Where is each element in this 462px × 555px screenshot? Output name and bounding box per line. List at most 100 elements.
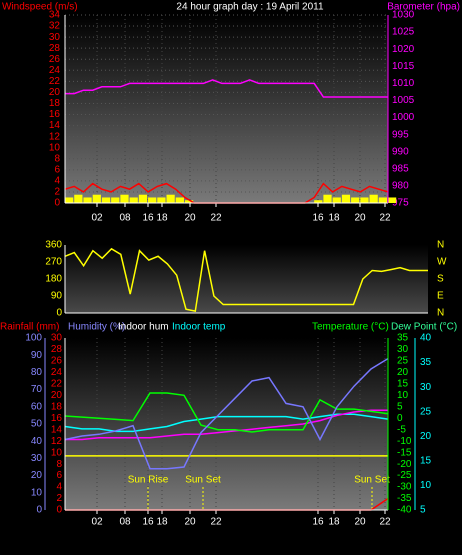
y-tick-label: 26: [51, 356, 63, 367]
y-tick-label: 28: [49, 43, 61, 54]
y-tick-label: 180: [45, 274, 62, 285]
bar: [129, 197, 138, 203]
plot-background: [65, 338, 388, 510]
bar: [74, 194, 83, 203]
x-tick-label: 20: [184, 213, 196, 224]
y-tick-label: -10: [397, 436, 412, 447]
y-tick-label: 0: [56, 505, 62, 516]
bar: [378, 197, 387, 203]
data-line: [64, 392, 389, 433]
y-tick-label: 20: [49, 87, 61, 98]
y-axis-label: Rainfall (mm): [0, 322, 59, 333]
bar: [101, 197, 111, 203]
y-tick-label: 28: [51, 344, 63, 355]
y-tick-label: 20: [51, 390, 63, 401]
annotation: Sun Set: [185, 475, 221, 486]
y-tick-label: 8: [56, 459, 62, 470]
bar: [332, 197, 341, 203]
y-tick-label: 30: [51, 333, 63, 344]
y-tick-label: 22: [49, 76, 61, 87]
y-tick-label: -25: [397, 470, 412, 481]
y-tick-label: 100: [25, 333, 42, 344]
y-tick-label: 35: [420, 357, 432, 368]
y-tick-label: 2: [56, 493, 62, 504]
y2-axis-label: Temperature (°C): [312, 322, 389, 333]
y-tick-label: 25: [397, 356, 409, 367]
compass-label: N: [437, 308, 444, 319]
bar: [323, 194, 332, 203]
y-tick-label: 50: [31, 419, 43, 430]
data-line: [64, 357, 389, 470]
y-tick-label: -15: [397, 447, 412, 458]
y-tick-label: 4: [56, 482, 62, 493]
x-tick-label: 16: [312, 517, 324, 528]
y-tick-label: 80: [31, 367, 43, 378]
y-tick-label: 20: [397, 367, 409, 378]
y-tick-label: -30: [397, 482, 412, 493]
bar: [157, 197, 166, 203]
y-tick-label: 90: [51, 291, 63, 302]
chart-title: 24 hour graph day : 19 April 2011: [176, 2, 324, 13]
x-tick-label: 02: [91, 517, 103, 528]
y-tick-label: 1010: [392, 78, 415, 89]
y-tick-label: 40: [31, 436, 43, 447]
compass-label: S: [437, 274, 444, 285]
bar: [138, 194, 148, 203]
x-tick-label: 20: [184, 517, 196, 528]
y-tick-label: 10: [51, 447, 63, 458]
bar: [369, 194, 378, 203]
x-tick-label: 18: [156, 213, 168, 224]
y2-axis-label: Barometer (hpa): [387, 2, 460, 13]
y-tick-label: 0: [56, 308, 62, 319]
y-tick-label: 30: [420, 382, 432, 393]
y-tick-label: 5: [397, 401, 403, 412]
y-tick-label: 14: [49, 120, 61, 131]
y-tick-label: 4: [54, 176, 60, 187]
y3-axis-label: Dew Point (°C): [391, 322, 457, 333]
bar: [92, 194, 101, 203]
x-tick-label: 16: [142, 213, 154, 224]
y-tick-label: 6: [54, 164, 60, 175]
bar: [175, 197, 184, 203]
bar: [148, 197, 157, 203]
bar: [360, 197, 369, 203]
y-tick-label: 32: [49, 21, 61, 32]
x-tick-label: 18: [156, 517, 168, 528]
data-line: [64, 413, 389, 433]
y-tick-label: 60: [31, 401, 43, 412]
y-tick-label: 34: [49, 10, 61, 21]
y-tick-label: 8: [54, 153, 60, 164]
y-tick-label: 18: [49, 98, 61, 109]
bar: [120, 194, 129, 203]
x-tick-label: 16: [312, 213, 324, 224]
bar: [341, 194, 351, 203]
x-tick-label: 22: [379, 213, 391, 224]
x-tick-label: 20: [354, 517, 366, 528]
y-tick-label: 12: [49, 131, 61, 142]
y-tick-label: 30: [397, 344, 409, 355]
y-tick-label: 270: [45, 257, 62, 268]
y-tick-label: 14: [51, 424, 63, 435]
bar: [166, 194, 175, 203]
y-tick-label: -20: [397, 459, 412, 470]
bar: [388, 197, 397, 203]
compass-label: N: [437, 240, 444, 251]
bar: [83, 197, 92, 203]
x-tick-label: 22: [210, 517, 222, 528]
y-tick-label: 360: [45, 240, 62, 251]
y-axis-label: Windspeed (m/s): [2, 2, 78, 13]
y-tick-label: 1020: [392, 44, 415, 55]
y-tick-label: 16: [51, 413, 63, 424]
y-tick-label: 12: [51, 436, 63, 447]
y-tick-label: 22: [51, 379, 63, 390]
y-tick-label: 975: [392, 198, 409, 209]
compass-label: W: [437, 257, 447, 268]
y-tick-label: 10: [420, 480, 432, 491]
compass-label: E: [437, 291, 444, 302]
y-tick-label: 1030: [392, 10, 415, 21]
x-tick-label: 16: [142, 517, 154, 528]
y-tick-label: 0: [54, 198, 60, 209]
humidity-label: Humidity (%): [68, 322, 125, 333]
y-tick-label: 1005: [392, 95, 415, 106]
indoor-hum-label: Indoor hum: [118, 322, 169, 333]
